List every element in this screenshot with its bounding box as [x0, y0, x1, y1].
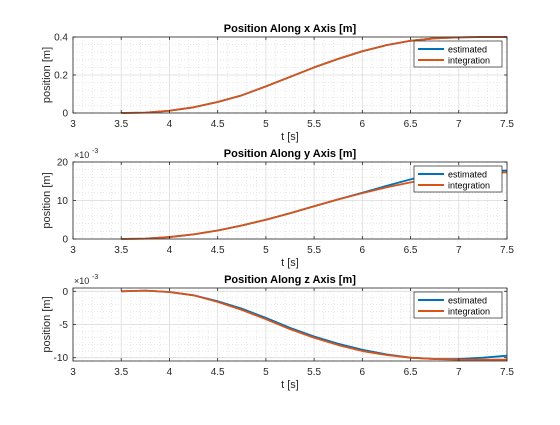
y-tick-label: -10 — [54, 353, 69, 364]
x-tick-label: 3 — [70, 367, 76, 378]
x-tick-label: 6.5 — [404, 119, 418, 130]
x-tick-label: 7 — [456, 367, 462, 378]
y-exponent-power: -3 — [92, 274, 98, 281]
x-tick-label: 7 — [456, 245, 462, 256]
x-tick-label: 4 — [167, 119, 173, 130]
x-axis-label: t [s] — [281, 131, 299, 143]
x-tick-label: 5.5 — [307, 367, 321, 378]
x-tick-label: 4 — [167, 245, 173, 256]
legend-label: integration — [448, 56, 490, 66]
subplot-1: 3 3.5 4 4.5 5 5.5 6 6.5 7 7.5 0 0.2 0.4 Position Alon… — [41, 23, 514, 143]
y-tick-label: 20 — [57, 158, 69, 169]
x-axis-label: t [s] — [281, 257, 299, 269]
legend-box — [413, 291, 503, 319]
y-tick-label: 0.2 — [54, 71, 68, 82]
y-axis-label: position [m] — [41, 172, 53, 228]
x-tick-label: 4 — [167, 367, 173, 378]
y-exponent-label: ×10 — [74, 276, 89, 286]
y-axis-label: position [m] — [41, 47, 53, 103]
x-tick-label: 3 — [70, 119, 76, 130]
x-tick-label: 3.5 — [114, 367, 128, 378]
x-tick-label: 6.5 — [404, 245, 418, 256]
x-tick-label: 5 — [263, 119, 269, 130]
x-tick-label: 4.5 — [211, 119, 225, 130]
x-axis-label: t [s] — [281, 379, 299, 391]
x-tick-label: 6 — [360, 119, 366, 130]
subplot-2: 3 3.5 4 4.5 5 5.5 6 6.5 7 7.5 0 10 20 Position Along … — [41, 148, 514, 269]
x-tick-label: 7 — [456, 119, 462, 130]
legend-box — [413, 40, 503, 68]
legend-label: estimated — [448, 45, 487, 55]
subplot-3: 3 3.5 4 4.5 5 5.5 6 6.5 7 7.5 -10 -5 0 Position Along… — [41, 274, 514, 391]
chart-title: Position Along z Axis [m] — [224, 274, 356, 286]
series-line-integration — [121, 36, 507, 114]
y-exponent-power: -3 — [92, 148, 98, 155]
y-tick-label: 0 — [62, 235, 68, 246]
x-tick-label: 6.5 — [404, 367, 418, 378]
x-tick-label: 5 — [263, 367, 269, 378]
series-line-integration — [121, 289, 507, 361]
y-tick-label: 0.4 — [54, 33, 68, 44]
x-tick-label: 7.5 — [500, 119, 514, 130]
legend-box — [413, 165, 503, 193]
legend-label: estimated — [448, 296, 487, 306]
x-tick-label: 6 — [360, 367, 366, 378]
y-axis-label: position [m] — [41, 296, 53, 352]
legend-label: integration — [448, 181, 490, 191]
y-tick-label: 0 — [62, 287, 68, 298]
x-tick-label: 7.5 — [500, 245, 514, 256]
x-tick-label: 3 — [70, 245, 76, 256]
y-tick-label: -5 — [59, 320, 68, 331]
x-tick-label: 3.5 — [114, 119, 128, 130]
x-tick-label: 5 — [263, 245, 269, 256]
chart-title: Position Along x Axis [m] — [224, 23, 357, 35]
x-tick-label: 6 — [360, 245, 366, 256]
x-tick-label: 5.5 — [307, 119, 321, 130]
y-tick-label: 10 — [57, 196, 69, 207]
legend-label: integration — [448, 307, 490, 317]
x-tick-label: 5.5 — [307, 245, 321, 256]
y-exponent-label: ×10 — [74, 150, 89, 160]
legend-label: estimated — [448, 170, 487, 180]
x-tick-label: 7.5 — [500, 367, 514, 378]
y-tick-label: 0 — [62, 109, 68, 120]
chart-title: Position Along y Axis [m] — [224, 148, 357, 160]
x-tick-label: 4.5 — [211, 367, 225, 378]
x-tick-label: 4.5 — [211, 245, 225, 256]
x-tick-label: 3.5 — [114, 245, 128, 256]
